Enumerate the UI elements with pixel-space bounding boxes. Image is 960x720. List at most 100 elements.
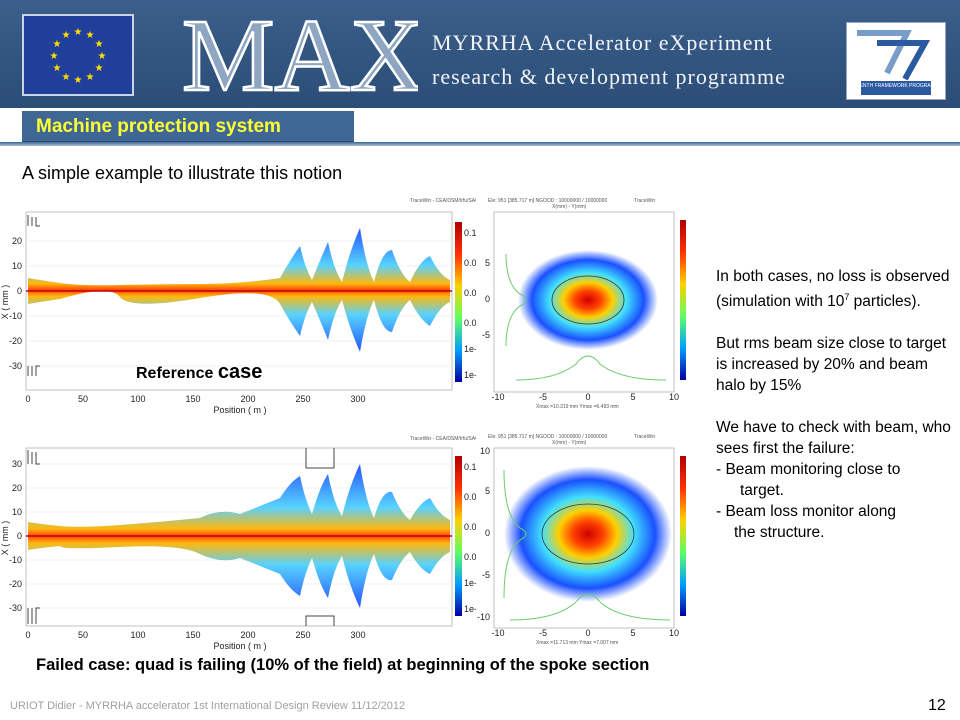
svg-text:★: ★ [53, 39, 62, 50]
svg-text:-5: -5 [539, 628, 547, 638]
aperture-top [27, 450, 40, 465]
phase-footer: Xmax =10.319 mm Ymax =6.493 mm [536, 404, 619, 410]
y-tick-labels: 30 20 10 0 -10 -20 -30 [9, 459, 22, 613]
svg-text:MAX: MAX [182, 2, 418, 102]
phase-x-ticks: -10 -5 0 5 10 [491, 392, 679, 402]
aperture-box-bottom [305, 615, 335, 626]
x-axis-label: Position ( m ) [213, 405, 266, 415]
svg-text:-5: -5 [539, 392, 547, 402]
phase-header: Ele: 951 [385.717 m] NGOOD : 10000000 / … [488, 198, 607, 204]
svg-text:-30: -30 [9, 361, 22, 371]
svg-text:★: ★ [50, 51, 59, 62]
svg-text:★: ★ [86, 72, 95, 83]
phase-axes-label: X(mm) - Y(mm) [552, 204, 587, 210]
svg-text:0: 0 [25, 630, 30, 640]
svg-text:150: 150 [185, 630, 200, 640]
svg-text:50: 50 [78, 394, 88, 404]
phase-tag: TraceWin [634, 434, 655, 440]
svg-text:★: ★ [62, 30, 71, 41]
svg-text:1e-05: 1e-05 [464, 578, 486, 588]
svg-text:20: 20 [12, 236, 22, 246]
svg-text:10: 10 [669, 628, 679, 638]
note-beam-size: But rms beam size close to target is inc… [716, 335, 947, 395]
svg-text:0.01: 0.01 [464, 258, 482, 268]
y-profile [503, 469, 527, 599]
aperture-bottom [27, 607, 40, 624]
svg-text:150: 150 [185, 394, 200, 404]
svg-text:5: 5 [485, 258, 490, 268]
svg-text:-10: -10 [9, 555, 22, 565]
phase-axes-label: X(mm) - Y(mm) [552, 440, 587, 446]
note-bullet-monitoring: - Beam monitoring close to [716, 461, 901, 479]
svg-text:★: ★ [74, 75, 83, 86]
y-profile [505, 253, 527, 347]
phase-y-ticks: 10 5 0 -5 -10 [477, 446, 490, 622]
x-axis-label: Position ( m ) [213, 641, 266, 651]
svg-text:300: 300 [350, 630, 365, 640]
svg-text:0.1: 0.1 [464, 462, 477, 472]
svg-text:0: 0 [17, 531, 22, 541]
svg-text:★: ★ [95, 63, 104, 74]
intro-text: A simple example to illustrate this noti… [22, 163, 343, 183]
fp7-label: SEVENTH FRAMEWORK PROGRAMME [850, 83, 943, 89]
page-number: 12 [928, 697, 946, 714]
colorbar [455, 222, 462, 382]
failed-case-caption: Failed case: quad is failing (10% of the… [36, 656, 650, 674]
reference-case-label: Reference case [136, 361, 263, 383]
section-divider [0, 142, 960, 146]
y-tick-labels: 20 10 0 -10 -20 -30 [9, 236, 22, 371]
x-tick-labels: 0 50 100 150 200 250 300 [25, 630, 365, 640]
svg-text:5: 5 [630, 392, 635, 402]
phase-space-plot-failed: Ele: 951 [385.717 m] NGOOD : 10000000 / … [476, 430, 698, 648]
programme-title-line2: research & development programme [432, 64, 786, 89]
programme-title-line1: MYRRHA Accelerator eXperiment [432, 30, 773, 55]
svg-text:★: ★ [86, 30, 95, 41]
svg-text:50: 50 [78, 630, 88, 640]
y-axis-label: X ( mm ) [0, 521, 10, 556]
x-profile [509, 593, 671, 621]
phase-header: Ele: 951 [385.717 m] NGOOD : 10000000 / … [488, 434, 607, 440]
svg-text:10: 10 [12, 507, 22, 517]
svg-text:0: 0 [485, 528, 490, 538]
svg-text:-20: -20 [9, 336, 22, 346]
eu-flag-logo: ★ ★ ★ ★ ★ ★ ★ ★ ★ ★ ★ ★ [22, 14, 134, 96]
note-bullet-loss-monitor: - Beam loss monitor along [716, 503, 897, 521]
svg-text:0.001: 0.001 [464, 288, 486, 298]
svg-text:★: ★ [53, 63, 62, 74]
fp7-logo: SEVENTH FRAMEWORK PROGRAMME [846, 22, 946, 100]
beam-distribution [518, 250, 658, 350]
svg-text:10: 10 [12, 261, 22, 271]
plot-tag: TraceWin - CEA/DSM/Irfu/SACM [410, 198, 483, 204]
svg-text:-5: -5 [482, 330, 490, 340]
svg-text:100: 100 [130, 394, 145, 404]
svg-text:1e-05: 1e-05 [464, 344, 486, 354]
beam-distribution [504, 466, 672, 602]
section-title: Machine protection system [36, 116, 281, 137]
svg-text:0: 0 [25, 394, 30, 404]
note-no-loss: In both cases, no loss is observed (simu… [716, 268, 950, 311]
svg-text:5: 5 [485, 486, 490, 496]
svg-text:250: 250 [295, 630, 310, 640]
svg-text:5: 5 [630, 628, 635, 638]
svg-text:1e-06: 1e-06 [464, 370, 486, 380]
note-check: We have to check with beam, who sees fir… [716, 419, 951, 458]
notes-panel: In both cases, no loss is observed (simu… [716, 266, 956, 543]
beam-envelope-ref [28, 228, 450, 352]
phase-y-ticks: 5 0 -5 [482, 258, 490, 340]
svg-text:0: 0 [585, 392, 590, 402]
svg-text:-10: -10 [9, 311, 22, 321]
x-tick-labels: 0 50 100 150 200 250 300 [25, 394, 365, 404]
svg-text:1e-06: 1e-06 [464, 604, 486, 614]
phase-footer: Xmax =11.713 mm Ymax =7.007 mm [536, 640, 618, 646]
svg-text:10: 10 [480, 446, 490, 456]
y-axis-label: X ( mm ) [0, 285, 10, 320]
svg-text:★: ★ [74, 27, 83, 38]
svg-text:0: 0 [17, 286, 22, 296]
footer-text: URIOT Didier - MYRRHA accelerator 1st In… [10, 700, 406, 712]
header-banner [0, 0, 960, 108]
rms-ellipse [541, 503, 635, 565]
phase-colorbar [680, 220, 686, 380]
